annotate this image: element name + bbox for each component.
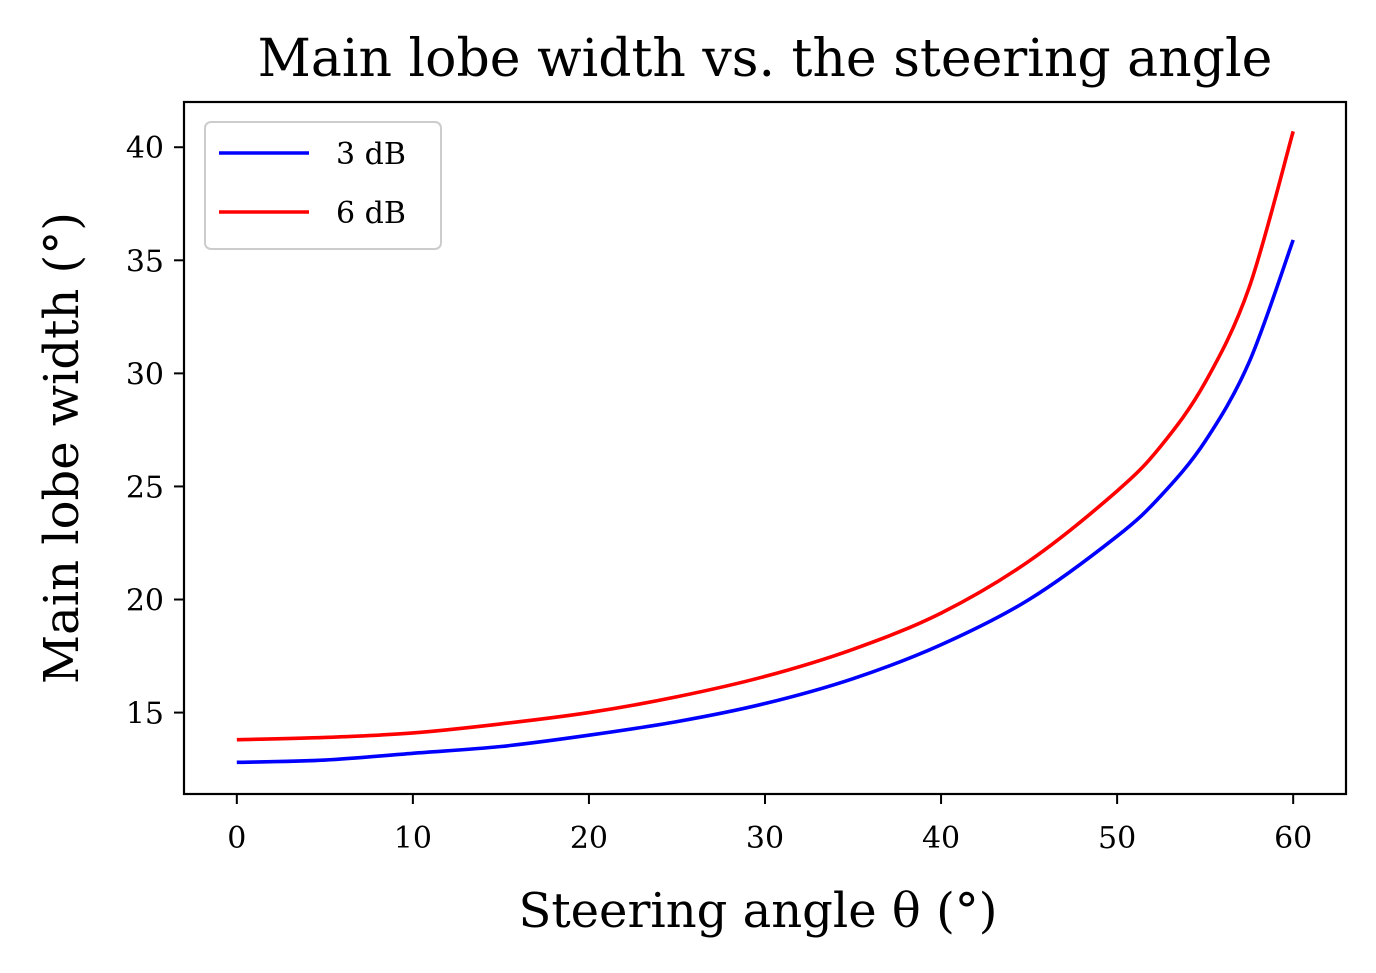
y-tick-label: 35 [126, 244, 164, 279]
x-tick-label: 0 [227, 821, 246, 856]
legend: 3 dB 6 dB [204, 121, 442, 250]
y-tick-label: 30 [126, 357, 164, 392]
x-tick-label: 20 [570, 821, 608, 856]
series-line-1 [236, 239, 1295, 765]
x-tick-label: 60 [1274, 821, 1312, 856]
x-tick-label: 50 [1098, 821, 1136, 856]
x-tick-label: 30 [746, 821, 784, 856]
series-lines [236, 130, 1295, 765]
x-tick-label: 10 [394, 821, 432, 856]
y-tick-label: 20 [126, 584, 164, 619]
x-tick-label: 40 [922, 821, 960, 856]
y-tick-label: 15 [126, 697, 164, 732]
x-axis-ticks: 0 10 20 30 40 50 60 [227, 794, 1312, 856]
chart-title: Main lobe width vs. the steering angle [258, 29, 1273, 89]
legend-label: 3 dB [336, 137, 406, 172]
legend-label: 6 dB [336, 196, 406, 231]
y-axis-label: Main lobe width (°) [34, 212, 90, 684]
series-line-2 [236, 130, 1295, 742]
y-axis-ticks: 15 20 25 30 35 40 [126, 131, 184, 732]
y-tick-label: 25 [126, 470, 164, 505]
x-axis-label: Steering angle θ (°) [518, 883, 997, 939]
y-tick-label: 40 [126, 131, 164, 166]
